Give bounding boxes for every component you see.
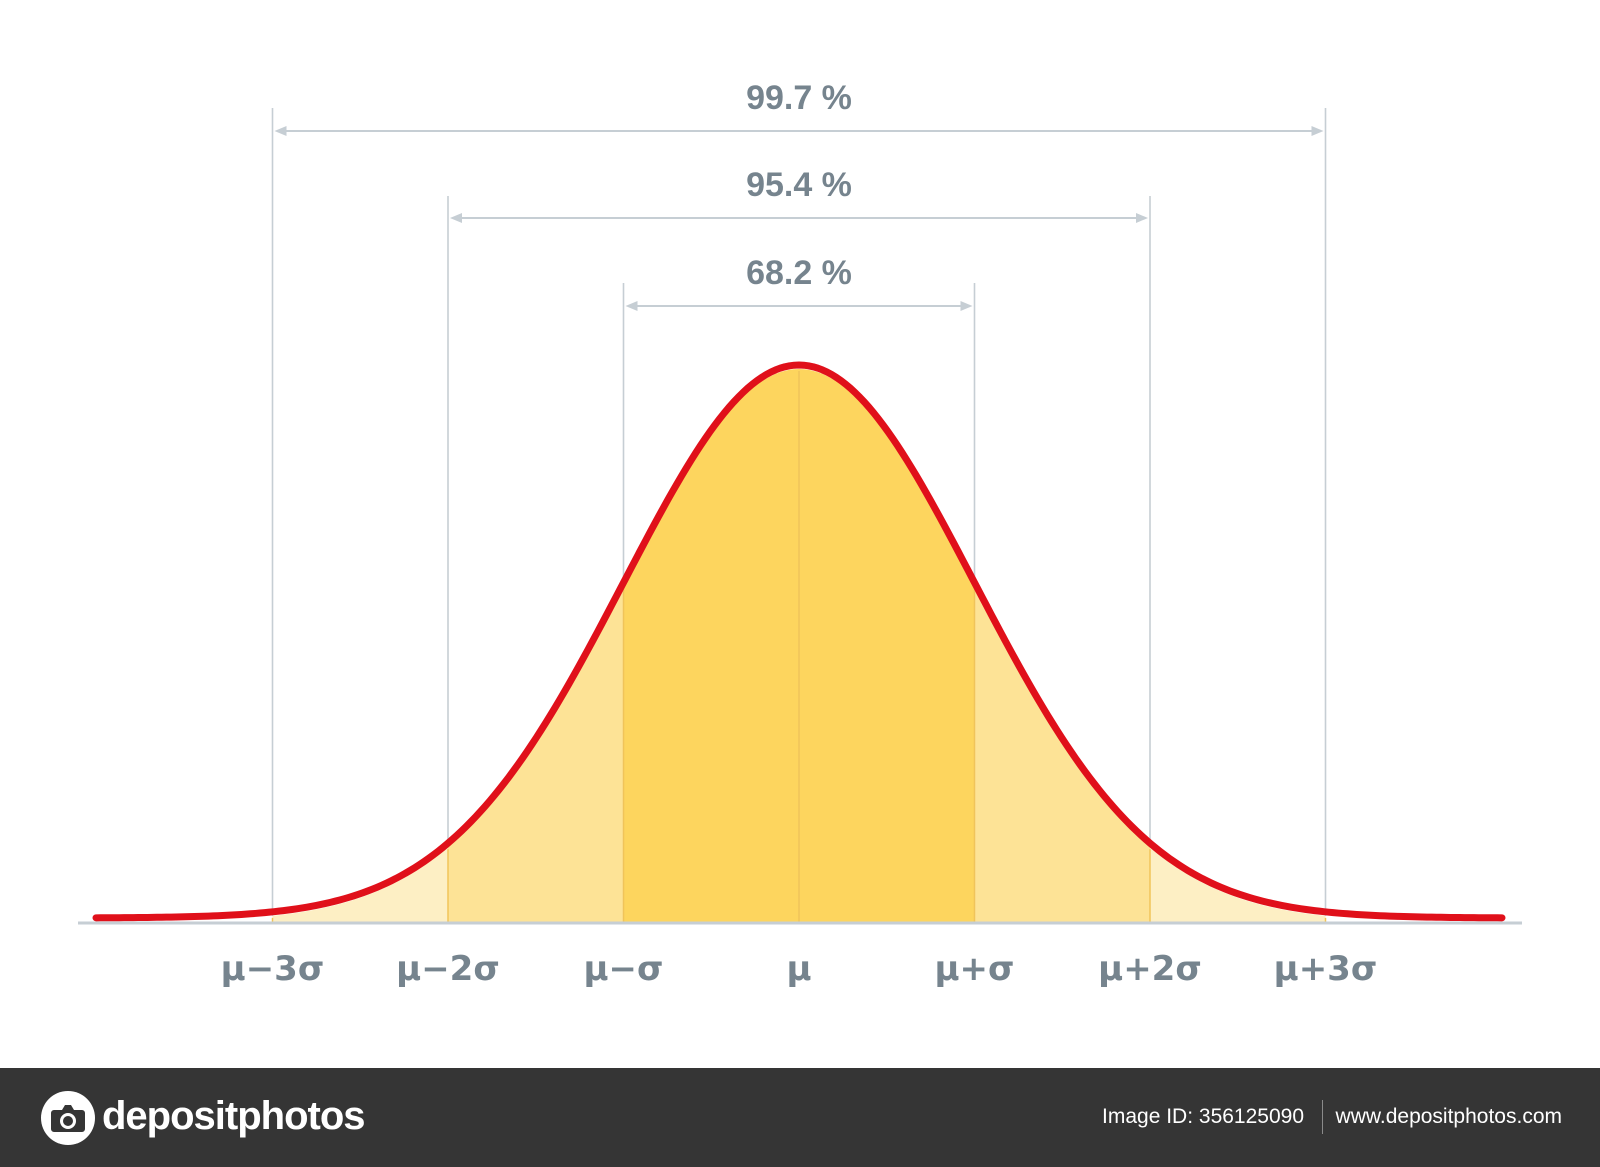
bell-curve-line	[92, 361, 1506, 922]
footer-bar: depositphotos Image ID: 356125090 www.de…	[0, 1068, 1600, 1167]
footer-divider	[1322, 1100, 1323, 1134]
tick-label-5: μ+2σ	[1098, 949, 1202, 989]
interval-arrowhead-right-2	[1311, 126, 1324, 136]
camera-icon[interactable]	[40, 1090, 96, 1146]
guides-layer	[271, 108, 1327, 916]
image-id-text: Image ID: 356125090	[1102, 1105, 1304, 1128]
tick-label-0: μ−3σ	[221, 949, 325, 989]
tick-label-6: μ+3σ	[1274, 949, 1378, 989]
interval-arrowhead-right-0	[960, 301, 973, 311]
interval-label-1: 95.4 %	[746, 166, 852, 204]
arrows-layer: 68.2 % 95.4 % 99.7 %	[274, 79, 1324, 311]
interval-arrowhead-left-2	[274, 126, 287, 136]
interval-arrowhead-left-1	[450, 213, 462, 223]
band-4	[1150, 847, 1326, 922]
band-dividers-layer	[271, 371, 1327, 922]
tick-label-2: μ−σ	[584, 949, 664, 989]
tick-label-1: μ−2σ	[396, 949, 500, 989]
tick-labels-layer: μ−3σ μ−2σ μ−σ μ μ+σ μ+2σ μ+3σ	[221, 949, 1378, 989]
interval-arrowhead-right-1	[1136, 213, 1148, 223]
band-3	[272, 847, 448, 922]
interval-label-2: 99.7 %	[746, 79, 852, 117]
brand-wordmark[interactable]: depositphotos	[102, 1094, 366, 1138]
chart-area: 68.2 % 95.4 % 99.7 % μ−3σ μ−2σ μ−σ μ μ+σ μ+2σ μ+…	[78, 79, 1522, 989]
site-url-link[interactable]: www.depositphotos.com	[1335, 1105, 1562, 1128]
tick-label-4: μ+σ	[935, 949, 1015, 989]
tick-label-3: μ	[786, 949, 811, 989]
normal-distribution-chart: 68.2 % 95.4 % 99.7 % μ−3σ μ−2σ μ−σ μ μ+σ μ+2σ μ+…	[78, 79, 1522, 989]
interval-arrowhead-left-0	[625, 301, 638, 311]
interval-label-0: 68.2 %	[746, 254, 852, 292]
